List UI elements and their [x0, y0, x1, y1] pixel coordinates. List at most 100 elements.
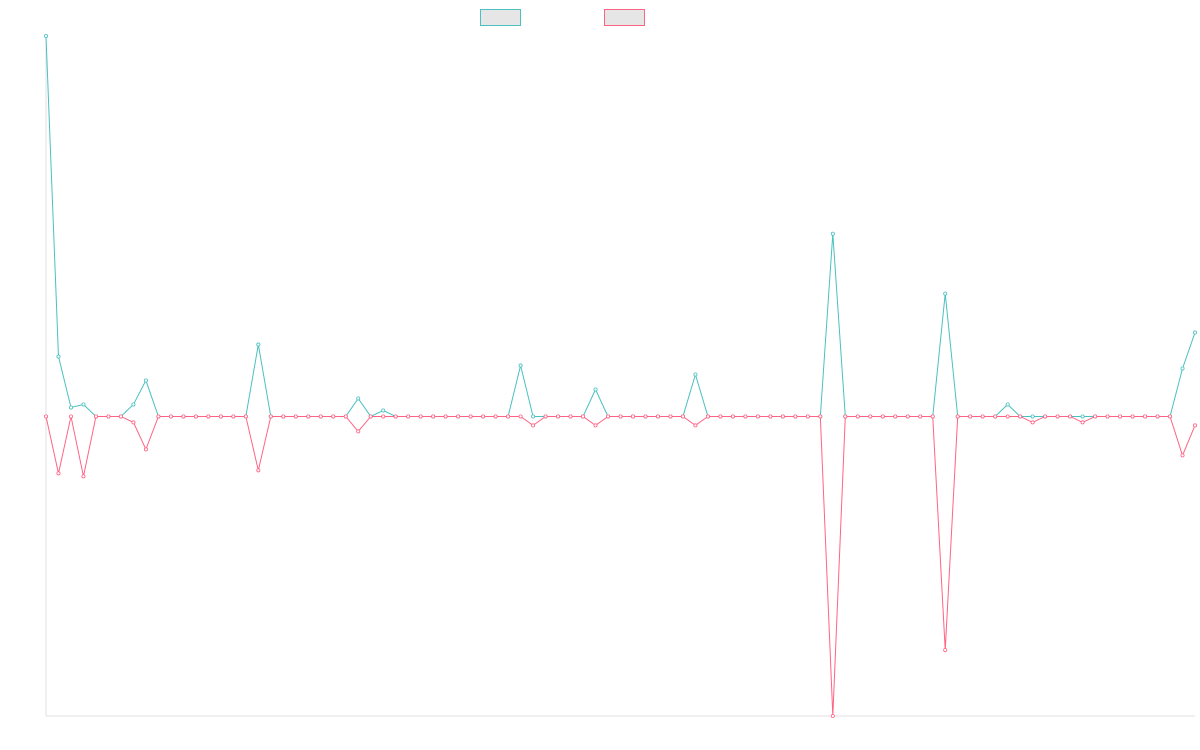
series-2-point[interactable] — [818, 414, 823, 419]
series-2-point[interactable] — [1080, 420, 1085, 425]
series-2-point[interactable] — [256, 468, 261, 473]
series-2-point[interactable] — [568, 414, 573, 419]
series-2-point[interactable] — [593, 423, 598, 428]
series-2-point[interactable] — [1005, 414, 1010, 419]
series-2-point[interactable] — [630, 414, 635, 419]
series-2-point[interactable] — [406, 414, 411, 419]
series-2-point[interactable] — [68, 414, 73, 419]
series-2-point[interactable] — [131, 420, 136, 425]
series-2-point[interactable] — [680, 414, 685, 419]
series-2-point[interactable] — [655, 414, 660, 419]
series-2-point[interactable] — [980, 414, 985, 419]
series-2-point[interactable] — [468, 414, 473, 419]
series-1-point[interactable] — [1030, 414, 1035, 419]
series-2-point[interactable] — [493, 414, 498, 419]
series-2-point[interactable] — [768, 414, 773, 419]
series-2-point[interactable] — [1118, 414, 1123, 419]
series-2-point[interactable] — [506, 414, 511, 419]
series-2-point[interactable] — [368, 414, 373, 419]
series-1-point[interactable] — [56, 354, 61, 359]
series-2-point[interactable] — [181, 414, 186, 419]
series-2-point[interactable] — [606, 414, 611, 419]
series-2-point[interactable] — [693, 423, 698, 428]
series-2-point[interactable] — [618, 414, 623, 419]
series-2-point[interactable] — [943, 648, 948, 653]
series-2-point[interactable] — [730, 414, 735, 419]
series-2-point[interactable] — [481, 414, 486, 419]
series-2-point[interactable] — [343, 414, 348, 419]
series-2-point[interactable] — [668, 414, 673, 419]
series-2-point[interactable] — [206, 414, 211, 419]
series-2-point[interactable] — [918, 414, 923, 419]
series-2-point[interactable] — [805, 414, 810, 419]
series-1-point[interactable] — [1005, 402, 1010, 407]
series-2-point[interactable] — [156, 414, 161, 419]
series-2-point[interactable] — [1068, 414, 1073, 419]
series-2-point[interactable] — [418, 414, 423, 419]
legend-swatch-series-1[interactable] — [480, 9, 521, 26]
series-1-point[interactable] — [143, 378, 148, 383]
series-1-point[interactable] — [256, 342, 261, 347]
series-2-point[interactable] — [306, 414, 311, 419]
series-1-point[interactable] — [81, 402, 86, 407]
series-2-point[interactable] — [718, 414, 723, 419]
series-2-point[interactable] — [905, 414, 910, 419]
series-2-point[interactable] — [543, 414, 548, 419]
series-2-point[interactable] — [531, 423, 536, 428]
series-2-point[interactable] — [1093, 414, 1098, 419]
series-1-point[interactable] — [131, 402, 136, 407]
series-2-point[interactable] — [193, 414, 198, 419]
series-2-point[interactable] — [1043, 414, 1048, 419]
series-2-point[interactable] — [880, 414, 885, 419]
series-2-point[interactable] — [643, 414, 648, 419]
series-2-point[interactable] — [518, 414, 523, 419]
series-1-point[interactable] — [1193, 330, 1198, 335]
series-2-point[interactable] — [231, 414, 236, 419]
series-1-point[interactable] — [356, 396, 361, 401]
series-2-point[interactable] — [581, 414, 586, 419]
series-2-point[interactable] — [1018, 414, 1023, 419]
series-1-point[interactable] — [44, 34, 49, 39]
series-2-point[interactable] — [318, 414, 323, 419]
series-2-point[interactable] — [56, 471, 61, 476]
series-2-point[interactable] — [868, 414, 873, 419]
series-2-point[interactable] — [1193, 423, 1198, 428]
series-2-point[interactable] — [93, 414, 98, 419]
series-2-point[interactable] — [855, 414, 860, 419]
series-2-point[interactable] — [1105, 414, 1110, 419]
series-2-point[interactable] — [356, 429, 361, 434]
series-2-point[interactable] — [930, 414, 935, 419]
series-2-point[interactable] — [1180, 453, 1185, 458]
series-1-point[interactable] — [1180, 366, 1185, 371]
series-1-point[interactable] — [1080, 414, 1085, 419]
series-2-point[interactable] — [1168, 414, 1173, 419]
series-2-point[interactable] — [243, 414, 248, 419]
series-2-point[interactable] — [1055, 414, 1060, 419]
series-2-point[interactable] — [456, 414, 461, 419]
series-2-point[interactable] — [293, 414, 298, 419]
series-2-point[interactable] — [168, 414, 173, 419]
series-2-point[interactable] — [843, 414, 848, 419]
series-1-point[interactable] — [830, 231, 835, 236]
series-2-point[interactable] — [893, 414, 898, 419]
series-2-point[interactable] — [268, 414, 273, 419]
series-2-point[interactable] — [393, 414, 398, 419]
series-2-point[interactable] — [993, 414, 998, 419]
series-2-point[interactable] — [1030, 420, 1035, 425]
series-2-point[interactable] — [281, 414, 286, 419]
series-2-point[interactable] — [1155, 414, 1160, 419]
series-2-point[interactable] — [106, 414, 111, 419]
series-2-point[interactable] — [1143, 414, 1148, 419]
legend[interactable] — [480, 9, 645, 26]
series-1-point[interactable] — [693, 372, 698, 377]
series-2-point[interactable] — [830, 714, 835, 719]
series-1-point[interactable] — [593, 387, 598, 392]
series-2-point[interactable] — [793, 414, 798, 419]
series-2-point[interactable] — [705, 414, 710, 419]
legend-swatch-series-2[interactable] — [604, 9, 645, 26]
series-2-point[interactable] — [968, 414, 973, 419]
series-2-point[interactable] — [780, 414, 785, 419]
series-2-point[interactable] — [1130, 414, 1135, 419]
series-1-point[interactable] — [531, 414, 536, 419]
series-2-point[interactable] — [755, 414, 760, 419]
